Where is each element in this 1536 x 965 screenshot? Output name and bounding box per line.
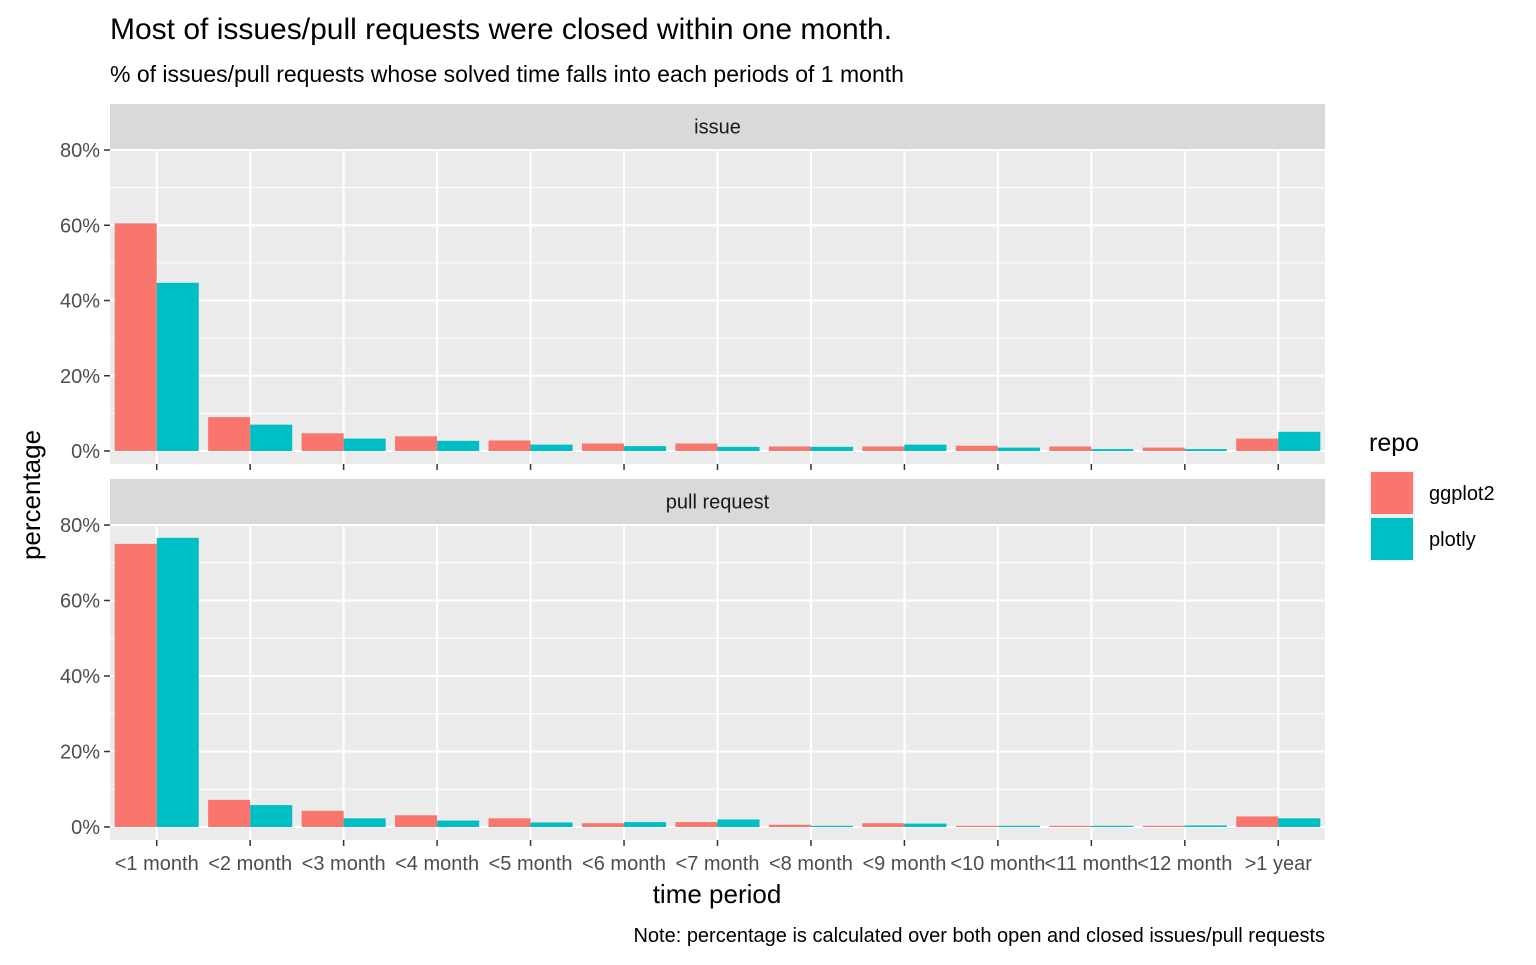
bar-ggplot2-2: [301, 433, 344, 451]
facet-panel-0: issue 0% 20% 40% 60% 80%: [60, 104, 1325, 470]
facet-strip-label: issue: [694, 117, 741, 139]
bar-plotly-9: [997, 447, 1040, 451]
bar-ggplot2-10: [1049, 825, 1092, 827]
legend: repo ggplot2 plotly: [1369, 429, 1495, 562]
bar-ggplot2-5: [581, 443, 625, 451]
x-tick-label: >1 year: [1245, 853, 1313, 875]
y-axis-title: percentage: [16, 430, 46, 560]
bar-ggplot2-11: [1142, 825, 1185, 827]
facet-strip-label: pull request: [666, 492, 770, 514]
x-tick-label: <12 month: [1137, 853, 1232, 875]
bar-plotly-11: [1184, 825, 1227, 827]
bar-plotly-6: [717, 446, 760, 451]
bar-plotly-0: [156, 282, 199, 451]
bar-plotly-10: [1091, 449, 1134, 451]
bar-plotly-5: [624, 446, 667, 451]
bar-ggplot2-3: [395, 436, 438, 451]
chart-subtitle: % of issues/pull requests whose solved t…: [110, 61, 904, 87]
bar-plotly-1: [250, 805, 293, 827]
legend-swatch-ggplot2: [1371, 472, 1413, 514]
bar-plotly-7: [810, 825, 854, 827]
bar-ggplot2-6: [675, 443, 718, 451]
x-axis-title: time period: [653, 879, 782, 909]
chart-title: Most of issues/pull requests were closed…: [110, 13, 892, 46]
x-tick-label: <9 month: [862, 853, 946, 875]
chart-caption: Note: percentage is calculated over both…: [633, 925, 1325, 947]
legend-label: ggplot2: [1429, 483, 1495, 505]
bar-plotly-1: [250, 424, 293, 451]
bar-ggplot2-9: [955, 445, 998, 451]
bar-ggplot2-6: [675, 822, 718, 827]
bar-plotly-6: [717, 819, 760, 827]
bar-plotly-10: [1091, 825, 1134, 827]
bar-ggplot2-4: [488, 818, 531, 827]
facet-strip-1: [110, 479, 1325, 524]
x-tick-label: <1 month: [115, 853, 199, 875]
bar-ggplot2-8: [862, 446, 905, 451]
bar-plotly-2: [343, 438, 386, 451]
bar-ggplot2-1: [208, 799, 251, 827]
bar-plotly-3: [437, 440, 480, 451]
panels-layer: issue 0% 20% 40% 60% 80% pull request 0% 20% 40% 6…: [60, 104, 1325, 875]
bar-plotly-12: [1278, 431, 1321, 451]
bar-plotly-2: [343, 818, 386, 827]
bar-ggplot2-7: [768, 446, 811, 451]
bar-ggplot2-8: [862, 823, 905, 827]
facet-strip-0: [110, 104, 1325, 149]
bar-plotly-3: [437, 820, 480, 827]
bar-plotly-8: [904, 823, 947, 827]
bar-ggplot2-11: [1142, 447, 1185, 451]
bar-plotly-5: [624, 822, 667, 827]
bar-ggplot2-0: [114, 223, 157, 451]
x-tick-label: <6 month: [582, 853, 666, 875]
bar-ggplot2-3: [395, 815, 438, 827]
bar-plotly-11: [1184, 449, 1227, 451]
bar-plotly-4: [530, 444, 573, 451]
y-tick-label: 40%: [60, 666, 100, 688]
x-tick-label: <5 month: [489, 853, 573, 875]
x-tick-label: <11 month: [1045, 853, 1139, 875]
bar-ggplot2-1: [208, 417, 251, 451]
x-tick-label: <3 month: [302, 853, 386, 875]
x-tick-label: <2 month: [208, 853, 292, 875]
y-tick-label: 20%: [60, 366, 100, 388]
bar-plotly-4: [530, 822, 573, 827]
y-tick-label: 60%: [60, 591, 100, 613]
bar-plotly-12: [1278, 818, 1321, 827]
x-tick-label: <10 month: [950, 853, 1045, 875]
bar-ggplot2-4: [488, 440, 531, 451]
legend-title: repo: [1369, 429, 1419, 457]
bar-ggplot2-12: [1236, 438, 1279, 451]
y-tick-label: 20%: [60, 742, 100, 764]
y-tick-label: 40%: [60, 291, 100, 313]
y-tick-label: 80%: [60, 515, 100, 537]
bar-ggplot2-5: [581, 823, 625, 827]
bar-plotly-0: [156, 537, 199, 827]
bar-plotly-7: [810, 446, 854, 451]
y-tick-label: 60%: [60, 215, 100, 237]
bar-plotly-8: [904, 444, 947, 451]
bar-ggplot2-2: [301, 810, 344, 827]
y-tick-label: 0%: [71, 441, 100, 463]
bar-ggplot2-0: [114, 543, 157, 827]
facet-panel-1: pull request 0% 20% 40% 60% 80% <1 month <2 mon…: [60, 479, 1325, 875]
bar-plotly-9: [997, 825, 1040, 827]
x-tick-label: <7 month: [676, 853, 760, 875]
legend-label: plotly: [1429, 529, 1476, 551]
x-tick-label: <8 month: [769, 853, 853, 875]
bar-ggplot2-10: [1049, 446, 1092, 451]
bar-ggplot2-7: [768, 824, 811, 827]
bar-ggplot2-12: [1236, 816, 1279, 827]
legend-swatch-plotly: [1371, 518, 1413, 560]
y-tick-label: 0%: [71, 817, 100, 839]
x-tick-label: <4 month: [395, 853, 479, 875]
y-tick-label: 80%: [60, 140, 100, 162]
bar-ggplot2-9: [955, 825, 998, 827]
